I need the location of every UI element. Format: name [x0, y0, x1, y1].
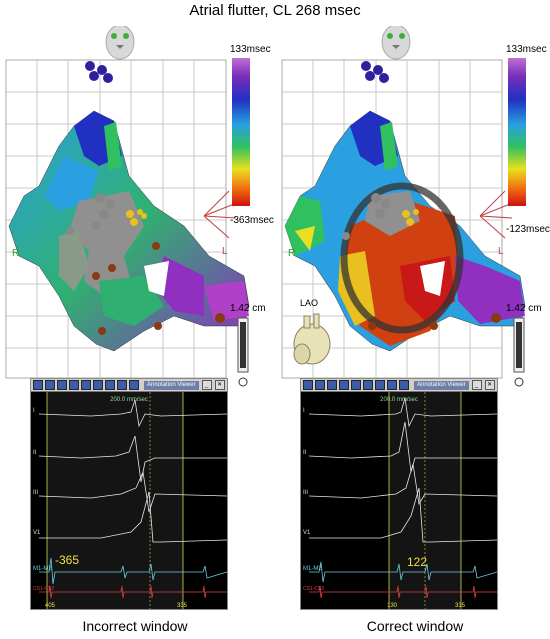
window-title: Annotation Viewer [144, 380, 199, 390]
lead-label-iii: III [33, 490, 38, 496]
distance-label: 1.42 cm [506, 303, 542, 314]
ecg-traces-left: 200.0 mm/sec I II III V1 M1-M2 -365 CS1-… [33, 392, 227, 609]
axis-l-label: L [222, 246, 228, 257]
toolbar-button[interactable] [375, 380, 385, 390]
lead-label-i: I [303, 408, 305, 414]
toolbar-button[interactable] [327, 380, 337, 390]
sweep-speed: 200.0 mm/sec [380, 397, 418, 403]
electrode-markers-right [342, 61, 501, 330]
scale-min-label: -123msec [506, 224, 550, 235]
lead-label-ii: II [33, 450, 37, 456]
distance-label: 1.42 cm [230, 303, 266, 314]
caption-correct-window: Correct window [366, 618, 464, 634]
toolbar-button[interactable] [45, 380, 55, 390]
view-label: LAO [300, 298, 318, 308]
lead-label-cs: CS1-CS2 [303, 586, 324, 592]
sweep-speed: 200.0 mm/sec [110, 397, 148, 403]
close-icon[interactable]: ✕ [484, 380, 495, 390]
color-scale-bar [508, 58, 526, 206]
toolbar-button[interactable] [105, 380, 115, 390]
figure-title: Atrial flutter, CL 268 msec [189, 2, 361, 19]
activation-map-right: R L 133msec -123msec 1.42 cm LAO [280, 26, 550, 392]
lead-label-v1: V1 [303, 530, 311, 536]
toolbar-button[interactable] [303, 380, 313, 390]
window-title: Annotation Viewer [414, 380, 469, 390]
toolbar-button[interactable] [387, 380, 397, 390]
atrial-activation-map [8, 110, 250, 352]
toolbar-button[interactable] [129, 380, 139, 390]
scale-max-label: 133msec [230, 44, 271, 55]
lead-label-ii: II [303, 450, 307, 456]
lat-value: 122 [407, 555, 427, 569]
heart-3d-icon [293, 313, 331, 365]
color-scale-bar [232, 58, 250, 206]
toolbar-button[interactable] [69, 380, 79, 390]
toolbar-button[interactable] [339, 380, 349, 390]
orientation-axes-left [203, 190, 237, 239]
minimize-icon[interactable]: _ [201, 380, 212, 390]
scale-max-label: 133msec [506, 44, 547, 55]
lead-label-cs: CS1-CS2 [33, 586, 54, 592]
toolbar-button[interactable] [81, 380, 91, 390]
annotation-toolbar: Annotation Viewer _ ✕ [31, 379, 227, 392]
lat-value: -365 [55, 553, 79, 567]
lead-label-iii: III [303, 490, 308, 496]
window-end: 335 [455, 603, 466, 609]
scale-min-label: -363msec [230, 215, 274, 226]
toolbar-button[interactable] [315, 380, 325, 390]
toolbar-button[interactable] [57, 380, 67, 390]
window-end: 335 [177, 603, 188, 609]
lead-label-v1: V1 [33, 530, 41, 536]
annotation-toolbar: Annotation Viewer _ ✕ [301, 379, 497, 392]
electrode-markers-left [66, 61, 225, 335]
lead-label-m1-m2: M1-M2 [303, 566, 322, 572]
lead-label-m1-m2: M1-M2 [33, 566, 52, 572]
window-start: 130 [387, 603, 398, 609]
activation-map-left: R L 133msec -363msec 1.42 cm [4, 26, 274, 392]
toolbar-button[interactable] [399, 380, 409, 390]
toolbar-button[interactable] [33, 380, 43, 390]
close-icon[interactable]: ✕ [214, 380, 225, 390]
annotation-viewer-left: Annotation Viewer _ ✕ 200.0 mm/sec I II … [30, 378, 228, 610]
window-start: 405 [45, 603, 56, 609]
axis-l-label: L [498, 246, 504, 257]
annotation-viewer-right: Annotation Viewer _ ✕ 200.0 mm/sec I II … [300, 378, 498, 610]
zoom-slider-icon [513, 317, 525, 387]
orientation-axes-right [479, 190, 513, 239]
ecg-traces-right: 200.0 mm/sec I II III V1 M1-M2 122 CS1-C… [303, 392, 497, 609]
axis-r-label: R [12, 248, 19, 259]
head-orientation-icon [381, 26, 411, 60]
toolbar-button[interactable] [117, 380, 127, 390]
lead-label-i: I [33, 408, 35, 414]
toolbar-button[interactable] [351, 380, 361, 390]
axis-r-label: R [288, 248, 295, 259]
minimize-icon[interactable]: _ [471, 380, 482, 390]
head-orientation-icon [105, 26, 135, 60]
atrial-activation-map [284, 110, 526, 352]
zoom-slider-icon [237, 317, 249, 387]
toolbar-button[interactable] [93, 380, 103, 390]
toolbar-button[interactable] [363, 380, 373, 390]
caption-incorrect-window: Incorrect window [82, 618, 188, 634]
